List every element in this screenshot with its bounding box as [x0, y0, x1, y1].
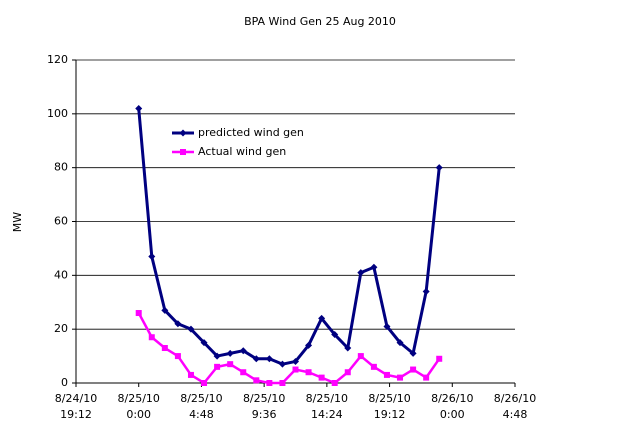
marker [305, 341, 313, 349]
x-tick-label: 8/24/10 19:12 [54, 392, 98, 421]
marker [187, 325, 195, 333]
marker [423, 374, 430, 381]
marker [174, 353, 181, 360]
marker [318, 314, 326, 322]
marker [239, 347, 247, 355]
marker [396, 339, 404, 347]
marker [436, 355, 443, 362]
y-tick-label: 100 [47, 107, 68, 120]
marker [344, 344, 352, 352]
series-line [137, 312, 441, 385]
marker [331, 331, 339, 339]
marker [397, 374, 404, 381]
marker [161, 306, 169, 314]
marker [214, 363, 221, 370]
marker [422, 287, 430, 295]
marker [292, 366, 299, 373]
marker [357, 269, 365, 277]
x-tick-label: 8/26/10 4:48 [493, 392, 537, 421]
marker [344, 369, 351, 376]
marker [201, 380, 208, 386]
x-tick-label: 8/25/10 9:36 [242, 392, 286, 421]
marker [409, 349, 417, 357]
x-tick-label: 8/25/10 19:12 [368, 392, 411, 421]
marker [305, 369, 312, 376]
y-tick-label: 0 [61, 376, 68, 389]
marker [383, 371, 390, 378]
y-axis-label: MW [11, 212, 24, 232]
marker [279, 380, 286, 386]
marker [148, 334, 155, 341]
marker [135, 104, 143, 112]
marker [370, 263, 378, 271]
marker [252, 355, 260, 363]
legend-label: predicted wind gen [198, 126, 304, 139]
marker [213, 352, 221, 360]
marker [318, 374, 325, 381]
y-tick-label: 20 [54, 322, 68, 335]
legend-marker [179, 129, 187, 137]
y-tick-label: 80 [54, 161, 68, 174]
x-tick-label: 8/25/10 14:24 [305, 392, 349, 421]
marker [265, 355, 273, 363]
chart-title: BPA Wind Gen 25 Aug 2010 [244, 15, 396, 28]
marker [410, 366, 417, 373]
legend-label: Actual wind gen [198, 145, 286, 158]
marker [187, 371, 194, 378]
marker [266, 380, 273, 386]
marker [292, 357, 299, 365]
marker [227, 361, 234, 368]
marker [161, 345, 168, 352]
marker [240, 369, 247, 376]
marker [226, 349, 234, 357]
marker [435, 164, 443, 172]
marker [200, 339, 208, 347]
series-line [137, 108, 441, 366]
x-tick-label: 8/26/10 0:00 [431, 392, 474, 421]
y-tick-label: 40 [54, 268, 68, 281]
marker [383, 322, 391, 330]
marker [278, 360, 286, 368]
marker [135, 310, 142, 317]
y-tick-label: 60 [54, 215, 68, 228]
marker [253, 377, 260, 384]
y-tick-label: 120 [47, 53, 68, 66]
marker [331, 380, 338, 386]
marker [357, 353, 364, 360]
x-tick-label: 8/25/10 0:00 [117, 392, 160, 421]
legend-marker [180, 149, 186, 155]
x-tick-label: 8/25/10 4:48 [180, 392, 223, 421]
marker [148, 252, 156, 260]
marker [174, 320, 182, 328]
marker [370, 363, 377, 370]
